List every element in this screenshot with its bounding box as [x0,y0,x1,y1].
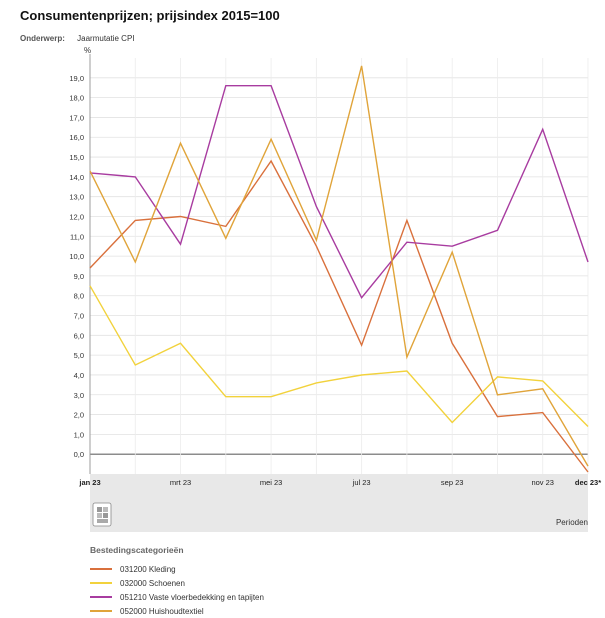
y-tick-label: 3,0 [74,391,84,400]
legend-swatch [90,582,112,584]
legend-item: 031200 Kleding [90,562,264,576]
y-tick-label: 5,0 [74,351,84,360]
y-tick-label: 15,0 [69,153,84,162]
x-axis-label: Perioden [556,518,588,527]
line-chart: 0,0 1,0 2,0 3,0 4,0 5,0 6,0 7,0 8,0 9,0 10,0 11,0 12… [69,46,601,532]
legend-item: 032000 Schoenen [90,576,264,590]
y-tick-label: 0,0 [74,450,84,459]
legend-swatch [90,596,112,598]
legend-item: 051210 Vaste vloerbedekking en tapijten [90,590,264,604]
legend-item: 052000 Huishoudtextiel [90,604,264,618]
x-tick-label: mei 23 [260,478,283,487]
x-tick-label: mrt 23 [170,478,191,487]
period-band [90,474,588,532]
x-tick-label: sep 23 [441,478,464,487]
y-tick-label: 13,0 [69,193,84,202]
series-line [89,84,589,299]
subject-row: Onderwerp: Jaarmutatie CPI [20,34,135,43]
series-line [89,159,589,473]
y-tick-label: 14,0 [69,173,84,182]
y-tick-label: 16,0 [69,133,84,142]
y-tick-label: 17,0 [69,113,84,122]
subject-label: Onderwerp: [20,34,65,43]
y-tick-label: 8,0 [74,292,84,301]
legend-title: Bestedingscategorieën [90,545,184,555]
legend-swatch [90,610,112,612]
y-tick-label: 4,0 [74,371,84,380]
legend-label: 052000 Huishoudtextiel [120,606,204,616]
x-tick-label: nov 23 [531,478,554,487]
y-tick-label: 19,0 [69,74,84,83]
y-tick-label: 12,0 [69,212,84,221]
x-tick-label: jul 23 [352,478,371,487]
cbs-logo [92,502,112,527]
chart-title: Consumentenprijzen; prijsindex 2015=100 [20,8,280,23]
legend-label: 051210 Vaste vloerbedekking en tapijten [120,592,264,602]
y-tick-label: 18,0 [69,94,84,103]
y-tick-label: 2,0 [74,411,84,420]
x-tick-label: jan 23 [78,478,100,487]
x-tick-label: dec 23* [575,478,601,487]
series-line [89,285,589,427]
y-tick-label: 9,0 [74,272,84,281]
subject-value: Jaarmutatie CPI [77,34,135,43]
legend: Bestedingscategorieën 031200 Kleding 0320… [90,545,264,618]
y-tick-label: 10,0 [69,252,84,261]
y-axis-label: % [84,46,91,55]
legend-label: 032000 Schoenen [120,578,185,588]
y-tick-label: 11,0 [70,232,84,241]
legend-label: 031200 Kleding [120,564,176,574]
legend-swatch [90,568,112,570]
y-tick-label: 1,0 [74,430,84,439]
y-tick-label: 6,0 [74,331,84,340]
series-line [89,65,589,467]
y-tick-label: 7,0 [74,312,84,321]
